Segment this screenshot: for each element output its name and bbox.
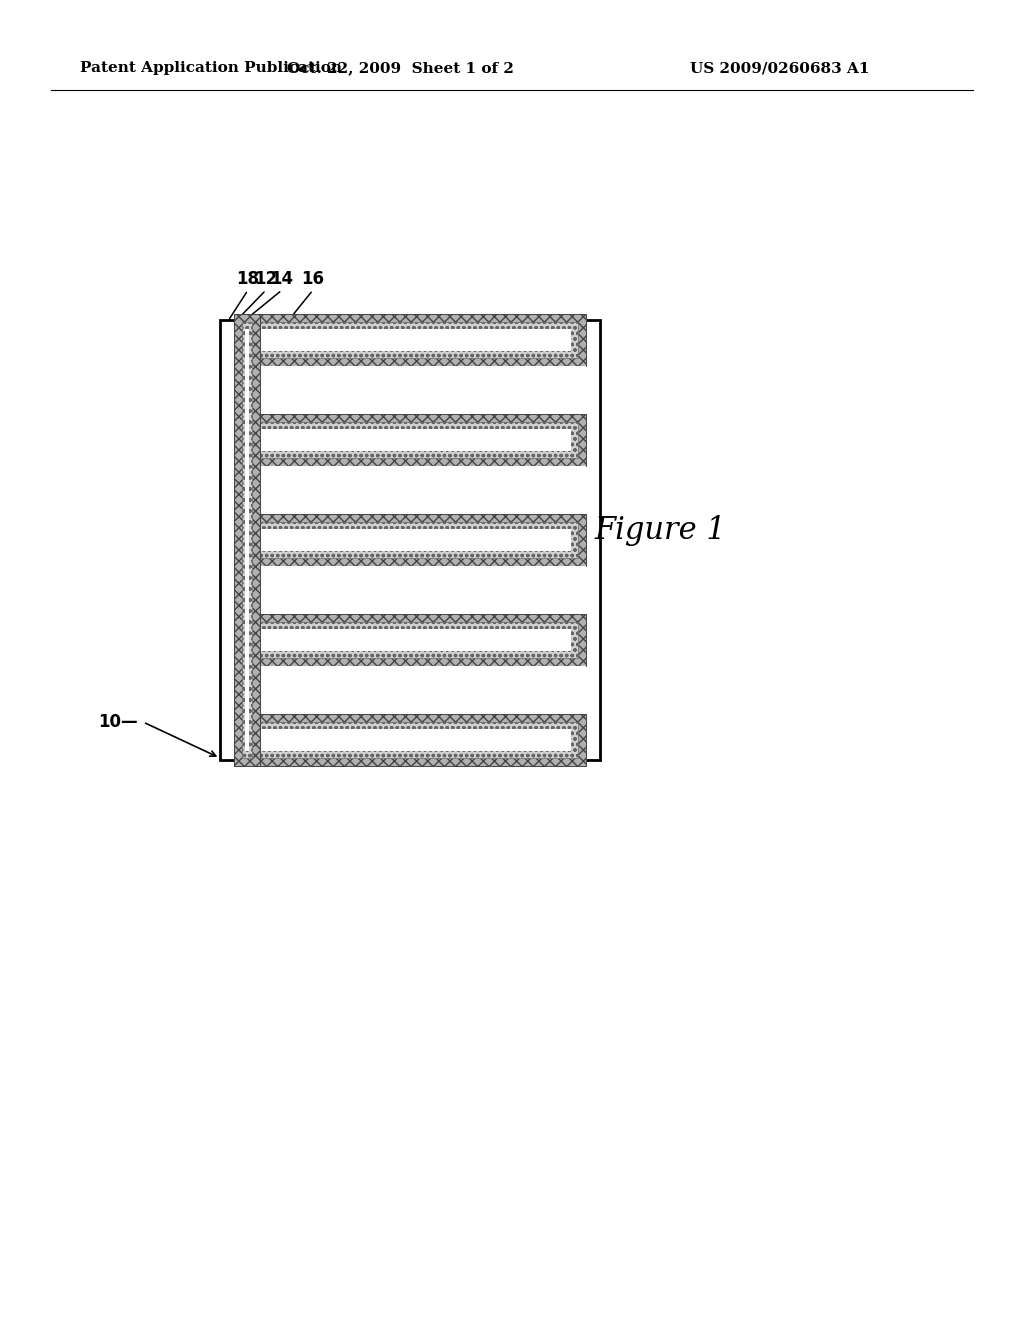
Bar [249,729,571,751]
Text: 14: 14 [270,271,294,288]
Bar [249,630,571,651]
Bar [242,622,578,657]
Bar [242,722,578,758]
Bar [275,329,556,351]
Text: 16: 16 [301,271,325,288]
Bar [234,314,260,766]
Text: 18: 18 [237,271,259,288]
Bar [275,630,556,651]
Text: 10—: 10— [98,713,138,731]
Bar [242,422,578,458]
Text: Figure 1: Figure 1 [594,515,726,545]
Bar [242,521,578,558]
Text: Patent Application Publication: Patent Application Publication [80,61,342,75]
Bar [242,322,578,358]
Bar [249,329,571,351]
Bar [242,322,252,758]
Bar [275,729,556,751]
Bar [260,566,586,614]
Text: 12: 12 [254,271,278,288]
Text: Oct. 22, 2009  Sheet 1 of 2: Oct. 22, 2009 Sheet 1 of 2 [287,61,513,75]
Bar [220,319,600,760]
Bar [260,366,586,414]
Bar [275,429,556,451]
Bar [275,529,556,550]
Bar [249,429,571,451]
Bar [260,667,586,714]
Bar [234,614,586,667]
Bar [234,513,586,566]
Text: US 2009/0260683 A1: US 2009/0260683 A1 [690,61,869,75]
Bar [249,529,571,550]
Bar [234,314,586,366]
Bar [260,466,586,513]
Bar [234,414,586,466]
Bar [234,714,586,766]
Bar [245,329,249,751]
